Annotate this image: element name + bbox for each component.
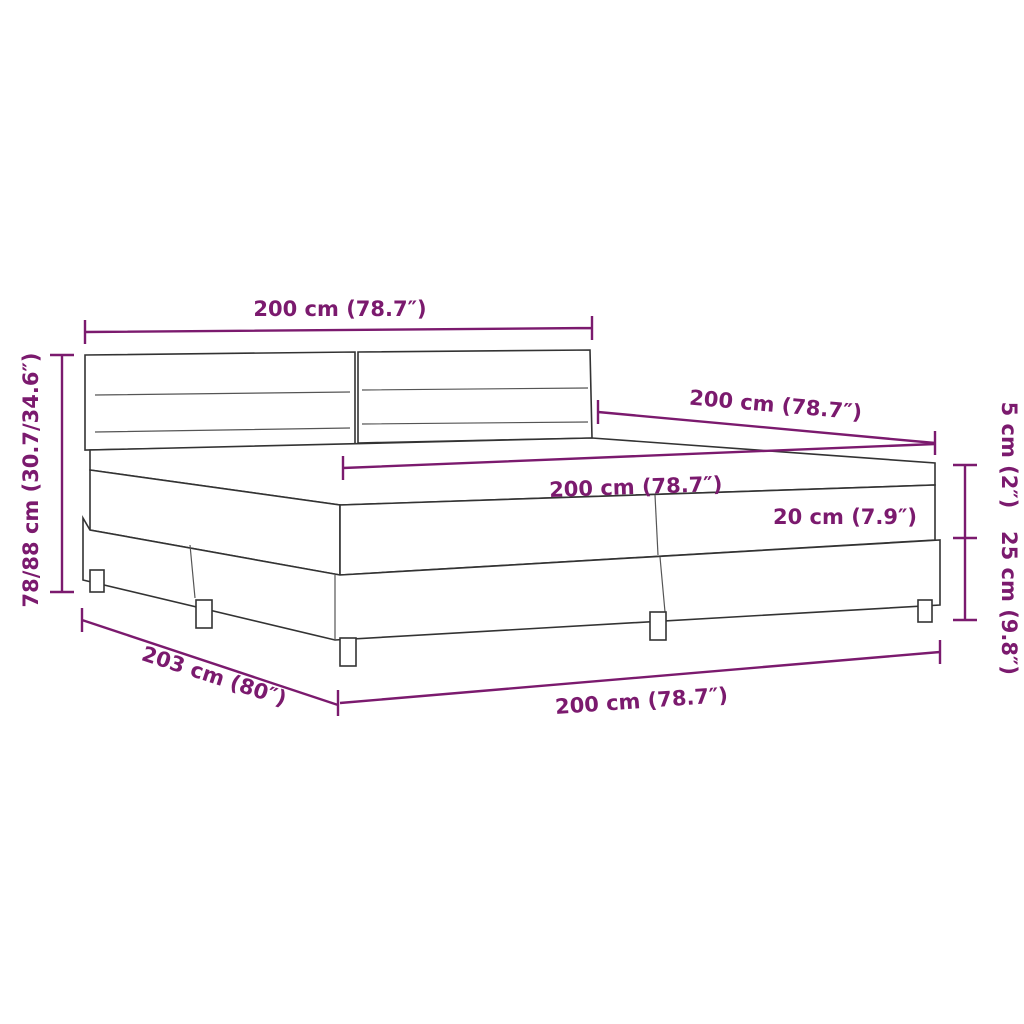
leg [917, 599, 933, 623]
total-height-label: 78/88 cm (30.7/34.6″) [19, 353, 43, 608]
leg [89, 569, 105, 593]
leg [339, 637, 357, 667]
topper-height-label: 5 cm (2″) [997, 402, 1021, 509]
leg [195, 599, 213, 629]
front-width-label: 200 cm (78.7″) [554, 683, 728, 719]
dimension-lines [50, 316, 977, 716]
leg [649, 611, 667, 641]
side-length-label: 200 cm (78.7″) [688, 386, 863, 425]
headboard [84, 349, 593, 451]
bed-base [82, 515, 941, 667]
mattress [89, 437, 936, 576]
mattress-height-label: 20 cm (7.9″) [773, 505, 917, 529]
headboard-width-label: 200 cm (78.7″) [253, 297, 426, 321]
base-height-label: 25 cm (9.8″) [997, 531, 1021, 675]
total-length-label: 203 cm (80″) [139, 642, 290, 711]
